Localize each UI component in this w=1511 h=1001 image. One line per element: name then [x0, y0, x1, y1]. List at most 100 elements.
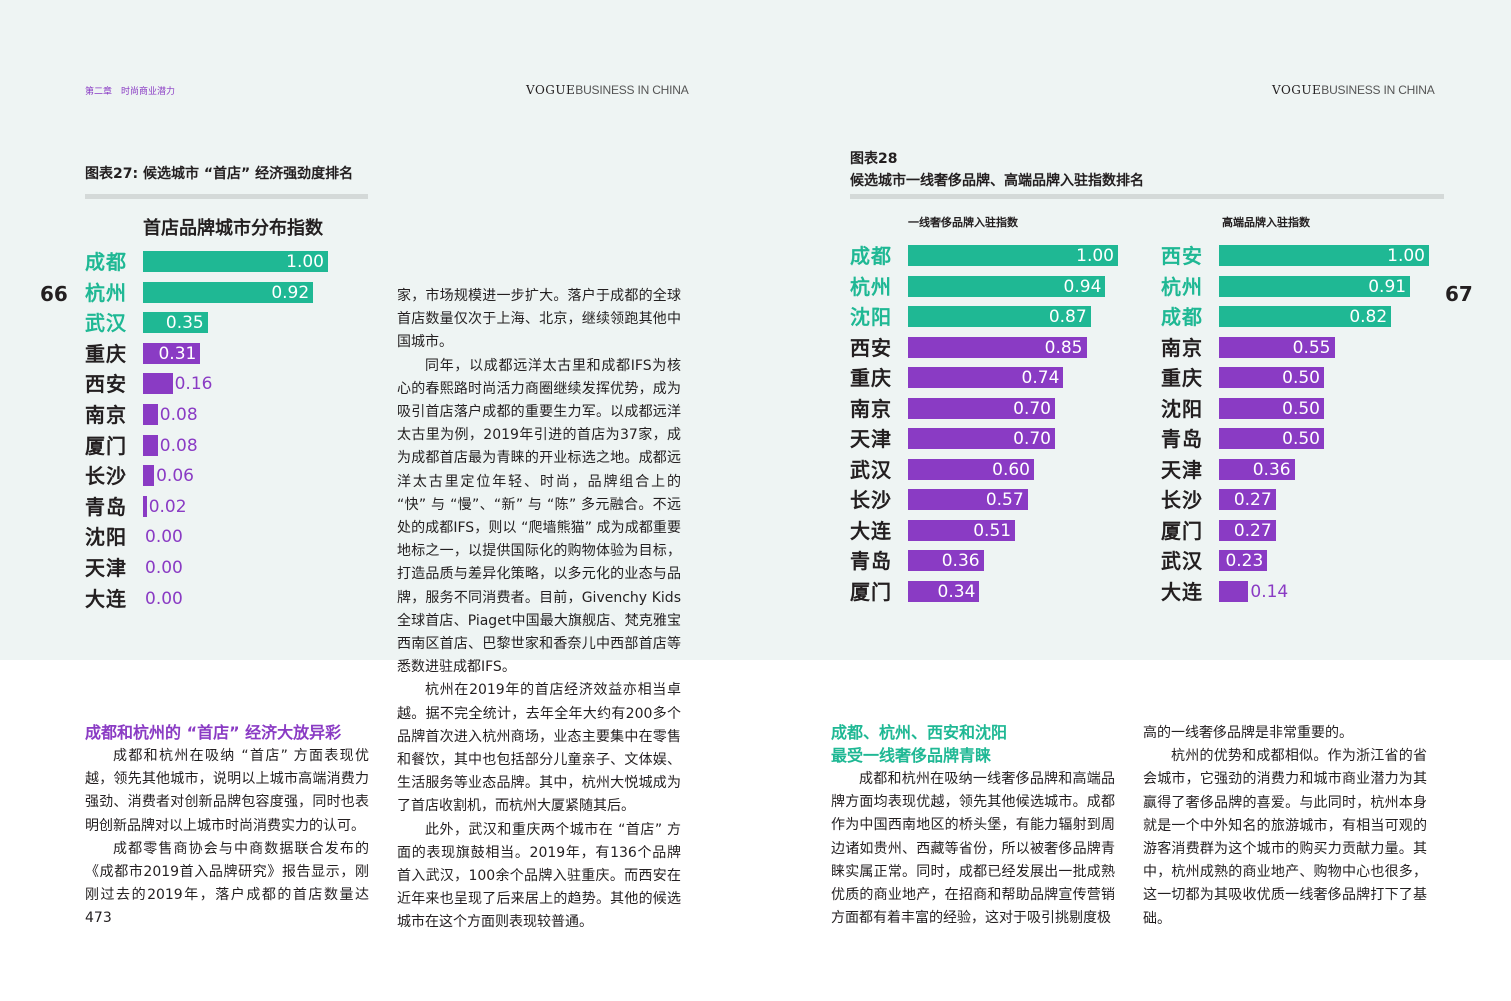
chart-row: 重庆 0.50: [1161, 363, 1451, 393]
category-label: 南京: [1161, 335, 1203, 360]
chart-row: 青岛 0.02: [85, 492, 375, 522]
brand-header-right: VOGUEBUSINESS IN CHINA: [1272, 83, 1435, 97]
bar: [1219, 336, 1335, 358]
category-label: 沈阳: [85, 525, 127, 550]
paragraph: 成都和杭州在吸纳一线奢侈品牌和高端品牌方面均表现优越，领先其他候选城市。成都作为…: [831, 771, 1115, 927]
value-label: 0.08: [159, 405, 198, 425]
paragraph: 家，市场规模进一步扩大。落户于成都的全球首店数量仅次于上海、北京，继续领跑其他中…: [397, 288, 681, 351]
category-label: 西安: [85, 372, 127, 397]
chart-row: 成都 1.00: [85, 247, 375, 277]
brand-header-left: VOGUEBUSINESS IN CHINA: [526, 83, 689, 97]
bar: [1219, 245, 1429, 266]
category-label: 青岛: [85, 494, 127, 519]
paragraph: 同年，以成都远洋太古里和成都IFS为核心的春熙路时尚活力商圈继续发挥优势，成为吸…: [397, 357, 681, 676]
value-label: 0.55: [1292, 337, 1331, 358]
article-right-heading-line2: 最受一线奢侈品牌青睐: [831, 746, 992, 765]
chart-row: 武汉 0.60: [850, 455, 1140, 485]
chart-row: 武汉 0.35: [85, 308, 375, 338]
chart-row: 杭州 0.91: [1161, 272, 1451, 302]
value-label: 0.74: [1021, 368, 1060, 388]
chart-row: 厦门 0.34: [850, 577, 1140, 607]
category-label: 西安: [1161, 244, 1203, 268]
bar: [1219, 367, 1324, 388]
bar: [1219, 306, 1392, 327]
chart-row: 天津 0.70: [850, 424, 1140, 454]
bar: [143, 312, 208, 334]
bar: [143, 373, 173, 395]
category-label: 长沙: [85, 464, 127, 489]
figure-28-chart-a-title: 一线奢侈品牌入驻指数: [908, 216, 1018, 229]
bar: [143, 465, 155, 487]
brand-bold: VOGUE: [1272, 83, 1322, 97]
category-label: 杭州: [850, 274, 892, 299]
value-label: 0.34: [937, 581, 976, 602]
bar: [908, 519, 1016, 541]
paragraph: 此外，武汉和重庆两个城市在 “首店” 方面的表现旗鼓相当。2019年，有136个…: [397, 821, 681, 931]
brand-thin: BUSINESS IN CHINA: [1321, 83, 1435, 97]
bar: [1219, 428, 1324, 449]
paragraph: 成都和杭州在吸纳 “首店” 方面表现优越，领先其他城市，说明以上城市高端消费力强…: [85, 748, 369, 834]
value-label: 0.00: [145, 527, 183, 548]
value-label: 1.00: [1387, 246, 1425, 266]
bar: [143, 342, 201, 364]
chart-row: 成都 1.00: [850, 241, 1140, 271]
bar: [908, 458, 1034, 480]
chart-row: 重庆 0.74: [850, 363, 1140, 393]
brand-thin: BUSINESS IN CHINA: [575, 83, 689, 97]
figure-27-chart: 成都 1.00 杭州 0.92 武汉 0.35 重庆 0.31 西安 0.16 南京 0.08 厦门 0.…: [85, 247, 375, 617]
category-label: 杭州: [1161, 274, 1203, 299]
category-label: 武汉: [85, 311, 127, 336]
article-left-heading: 成都和杭州的 “首店” 经济大放异彩: [85, 723, 342, 742]
value-label: 0.23: [1225, 551, 1264, 571]
chart-row: 厦门 0.08: [85, 431, 375, 461]
value-label: 0.70: [1013, 429, 1051, 449]
chart-row: 沈阳 0.00: [85, 522, 375, 552]
bar: [908, 489, 1028, 510]
chart-row: 西安 1.00: [1161, 241, 1451, 271]
category-label: 青岛: [1161, 427, 1203, 451]
category-label: 长沙: [850, 488, 892, 512]
value-label: 0.35: [165, 313, 204, 334]
chart-row: 长沙 0.06: [85, 461, 375, 491]
article-right-heading-line1: 成都、杭州、西安和沈阳: [831, 723, 1008, 742]
category-label: 大连: [85, 586, 127, 611]
bar: [1219, 489, 1276, 510]
category-label: 西安: [850, 335, 892, 360]
category-label: 成都: [850, 244, 892, 268]
value-label: 0.92: [271, 282, 310, 303]
category-label: 重庆: [850, 366, 892, 390]
value-label: 1.00: [286, 252, 324, 272]
chart-row: 青岛 0.50: [1161, 424, 1451, 454]
bar: [908, 245, 1118, 266]
category-label: 天津: [1161, 457, 1203, 482]
category-label: 沈阳: [850, 305, 892, 329]
value-label: 0.00: [145, 558, 183, 578]
value-label: 0.50: [1282, 368, 1320, 388]
chart-row: 长沙 0.57: [850, 485, 1140, 515]
category-label: 天津: [85, 556, 127, 580]
value-label: 1.00: [1076, 246, 1114, 266]
chart-row: 天津 0.00: [85, 553, 375, 583]
category-label: 大连: [1161, 579, 1203, 604]
category-label: 厦门: [85, 433, 127, 458]
figure-28-rule: [850, 194, 1444, 199]
chart-row: 长沙 0.27: [1161, 485, 1451, 515]
article-right-body-1: 成都和杭州在吸纳一线奢侈品牌和高端品牌方面均表现优越，领先其他候选城市。成都作为…: [831, 768, 1115, 930]
chart-row: 南京 0.70: [850, 394, 1140, 424]
figure-27-chart-title: 首店品牌城市分布指数: [143, 218, 323, 239]
figure-28-chart-b: 西安 1.00 杭州 0.91 成都 0.82 南京 0.55 重庆 0.50 沈阳 0.50 青岛 0.…: [1161, 241, 1451, 611]
bar: [1219, 550, 1268, 571]
page-number-right: 67: [1445, 282, 1473, 306]
category-label: 成都: [1161, 305, 1203, 329]
category-label: 杭州: [85, 280, 127, 305]
chart-row: 沈阳 0.50: [1161, 394, 1451, 424]
paragraph: 成都零售商协会与中商数据联合发布的《成都市2019首入品牌研究》报告显示，刚刚过…: [85, 840, 369, 927]
value-label: 0.50: [1282, 398, 1320, 419]
bar: [908, 550, 984, 571]
figure-27-rule: [85, 194, 368, 199]
bar: [908, 580, 980, 602]
article-middle-body: 家，市场规模进一步扩大。落户于成都的全球首店数量仅次于上海、北京，继续领跑其他中…: [397, 285, 681, 935]
category-label: 武汉: [850, 457, 892, 482]
bar: [143, 434, 158, 456]
bar: [908, 275, 1106, 297]
